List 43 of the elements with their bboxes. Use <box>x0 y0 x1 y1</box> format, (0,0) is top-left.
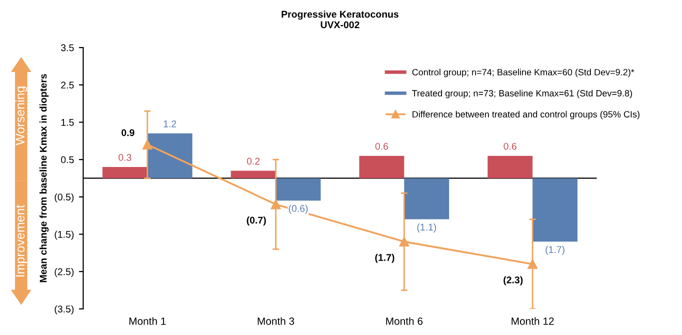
x-tick-label: Month 3 <box>258 317 294 325</box>
data-label: 0.9 <box>122 129 134 136</box>
data-label: 0.6 <box>504 142 516 150</box>
y-tick-label: (0.5) <box>54 193 74 202</box>
data-label: 1.2 <box>164 120 176 128</box>
legend-label: Control group; n=74; Baseline Kmax=60 (Std Dev=9.2)* <box>412 68 634 78</box>
data-label: 0.2 <box>246 158 260 165</box>
data-label: (0.7) <box>246 216 266 226</box>
chart-title: Progressive Keratoconus UVX-002 <box>282 10 398 28</box>
x-tick-label: Month 6 <box>386 317 423 325</box>
y-tick-label: 3.5 <box>61 44 74 52</box>
y-tick-label: (2.5) <box>54 268 74 278</box>
data-label: (1.7) <box>546 246 564 255</box>
bar <box>488 156 533 178</box>
point <box>399 236 410 247</box>
point <box>528 259 538 269</box>
data-label: (1.1) <box>417 223 436 233</box>
legend-label: Difference between treated and control groups (95% CIs) <box>412 110 640 120</box>
x-tick-label: Month 1 <box>129 317 166 325</box>
point <box>270 199 281 210</box>
bar <box>230 170 276 178</box>
legend-label: Treated group; n=73; Baseline Kmax=61 (Std Dev=9.8) <box>412 90 632 98</box>
point <box>142 140 152 150</box>
bar <box>532 178 578 242</box>
bar <box>147 133 192 178</box>
data-label: (2.3) <box>504 276 523 286</box>
y-tick-label: 2.5 <box>61 82 74 89</box>
bar <box>404 178 450 220</box>
bar <box>359 156 404 178</box>
y-tick-label: 0.5 <box>61 156 74 164</box>
text: Improvement <box>16 204 27 277</box>
bar <box>276 178 321 201</box>
text: Worsening <box>15 86 27 146</box>
data-label: 0.3 <box>118 154 132 161</box>
y-tick-label: (3.5) <box>54 305 74 314</box>
x-tick-label: Month 12 <box>512 317 554 325</box>
bar <box>102 167 148 178</box>
data-label: 0.6 <box>375 142 388 150</box>
data-label: (1.7) <box>375 254 394 263</box>
data-label: (0.6) <box>288 204 308 214</box>
y-axis-title: Mean change from baseline Kmax in diopters <box>40 74 49 282</box>
y-tick-label: (1.5) <box>54 230 74 240</box>
y-tick-label: 1.5 <box>61 119 74 126</box>
